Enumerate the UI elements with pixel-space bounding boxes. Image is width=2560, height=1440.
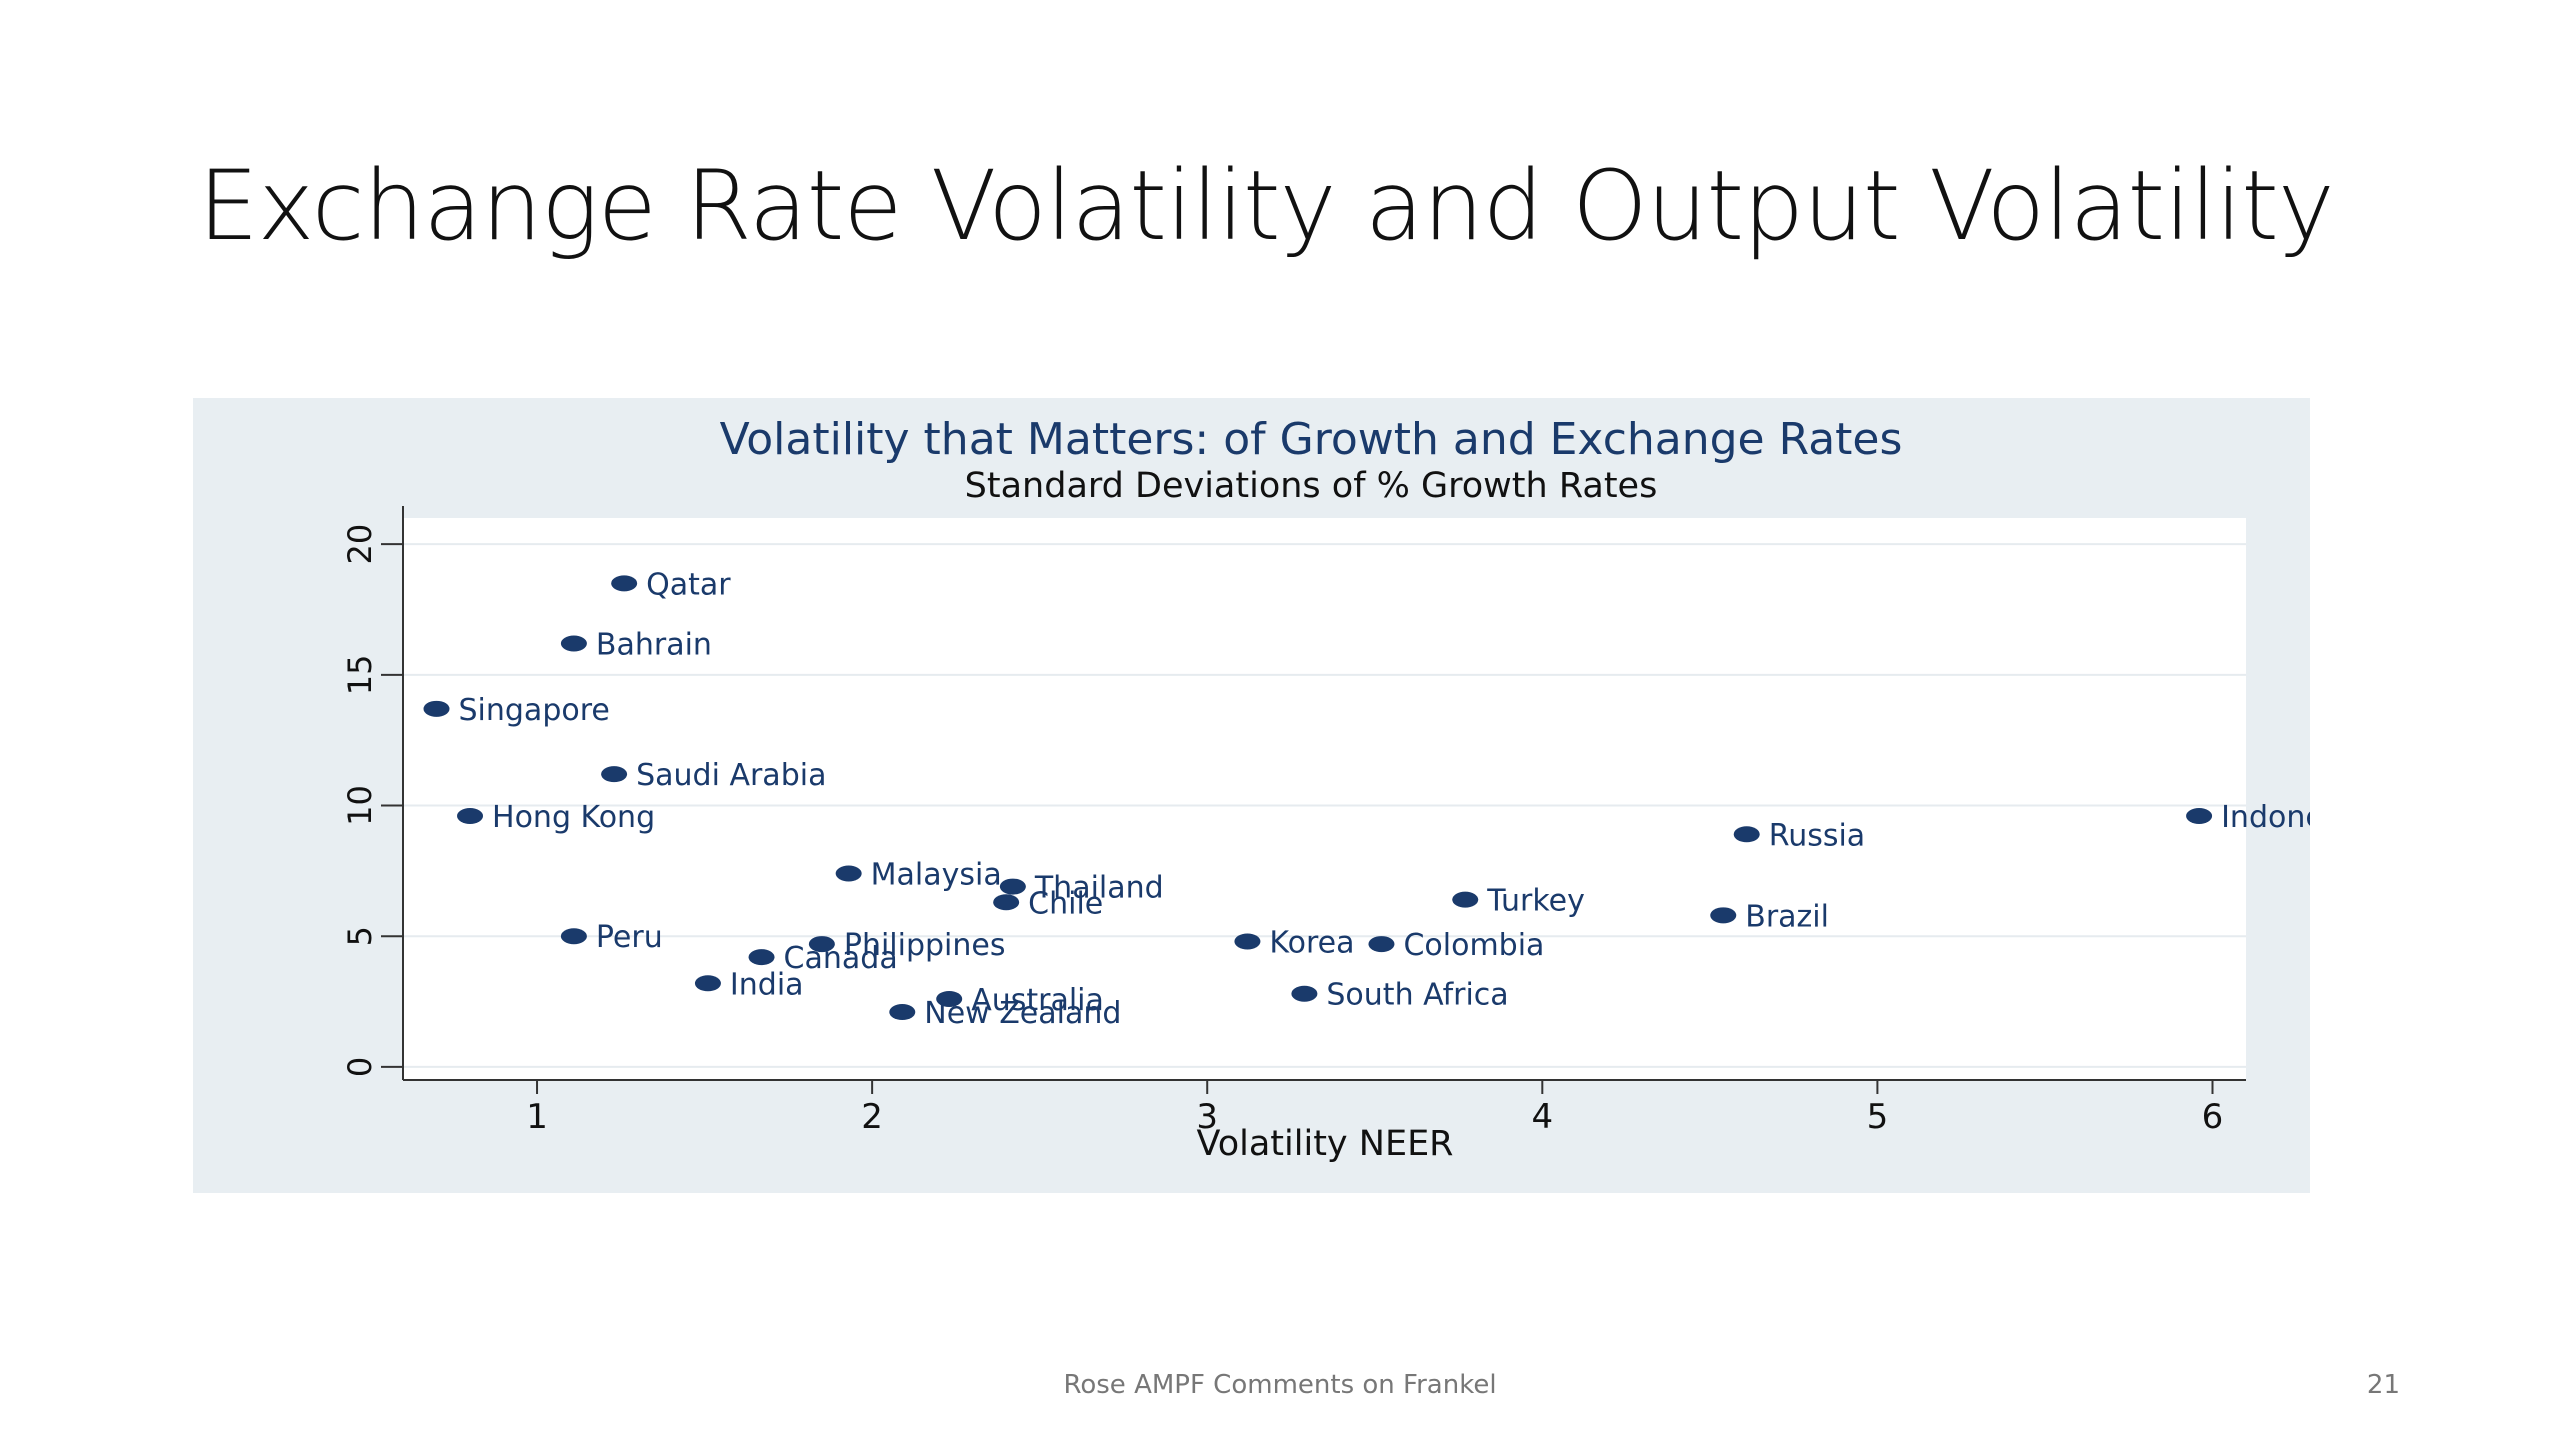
point-marker [611, 575, 638, 592]
point-marker [560, 928, 587, 945]
point-marker [1452, 891, 1479, 908]
y-tick-label: 5 [341, 926, 379, 946]
point-label: Philippines [844, 928, 1006, 963]
data-point-colombia: Colombia [1368, 928, 1544, 963]
y-tick-label: 20 [341, 524, 379, 565]
point-label: Australia [971, 983, 1104, 1018]
point-label: Malaysia [871, 857, 1002, 892]
point-marker [936, 990, 963, 1007]
slide-title: Exchange Rate Volatility and Output Vola… [198, 150, 2335, 262]
data-point-qatar: Qatar [611, 567, 731, 602]
point-marker [835, 865, 862, 882]
point-marker [560, 635, 587, 652]
slide-footer: Rose AMPF Comments on Frankel [1063, 1370, 1497, 1400]
axes: 0 5 10 15 20 1 2 3 4 5 6 [341, 506, 2246, 1137]
data-point-india: India [694, 967, 804, 1002]
point-label: Indonesia [2221, 800, 2310, 835]
data-point-malaysia: Malaysia [835, 857, 1002, 892]
y-tick-label: 0 [341, 1057, 379, 1077]
point-label: Chile [1028, 886, 1103, 921]
point-marker [999, 878, 1026, 895]
point-label: Bahrain [596, 627, 712, 662]
data-point-brazil: Brazil [1710, 899, 1829, 934]
data-point-korea: Korea [1234, 925, 1354, 960]
x-tick-label: 3 [1196, 1097, 1218, 1137]
point-marker [808, 936, 835, 953]
data-point-chile: Chile [993, 886, 1103, 921]
data-point-indonesia: Indonesia [2186, 800, 2310, 835]
scatter-chart: Volatility that Matters: of Growth and E… [341, 414, 2310, 1164]
x-axis-label: Volatility NEER [1197, 1124, 1454, 1164]
point-marker [1368, 936, 1395, 953]
x-tick-label: 1 [526, 1097, 548, 1137]
x-tick-label: 5 [1867, 1097, 1889, 1137]
point-label: India [730, 967, 804, 1002]
data-point-bahrain: Bahrain [560, 627, 712, 662]
data-point-hong-kong: Hong Kong [457, 800, 655, 835]
point-marker [601, 766, 628, 783]
data-point-philippines: Philippines [808, 928, 1006, 963]
point-marker [1733, 826, 1760, 843]
point-label: Colombia [1403, 928, 1544, 963]
data-point-south-africa: South Africa [1291, 978, 1509, 1013]
point-marker [1234, 933, 1261, 950]
x-tick-label: 4 [1531, 1097, 1553, 1137]
point-label: Brazil [1745, 899, 1829, 934]
point-marker [889, 1004, 916, 1021]
point-label: Russia [1769, 818, 1866, 853]
data-point-russia: Russia [1733, 818, 1866, 853]
point-marker [457, 807, 484, 824]
point-label: Qatar [646, 567, 731, 602]
point-marker [2186, 807, 2213, 824]
data-point-peru: Peru [560, 920, 663, 955]
data-point-turkey: Turkey [1452, 884, 1585, 919]
point-marker [1710, 907, 1737, 924]
point-marker [993, 894, 1020, 911]
y-tick-label: 15 [341, 654, 379, 695]
data-points: Qatar Bahrain Singapore Saudi Arabia Hong Ko… [423, 567, 2310, 1031]
point-label: South Africa [1326, 978, 1508, 1013]
chart-panel: Volatility that Matters: of Growth and E… [193, 398, 2310, 1193]
point-label: Peru [596, 920, 663, 955]
point-label: New Zealand [924, 996, 1121, 1031]
data-point-australia: Australia [936, 983, 1104, 1018]
point-marker [748, 949, 775, 966]
point-label: Hong Kong [492, 800, 655, 835]
data-point-singapore: Singapore [423, 693, 610, 728]
chart-subtitle: Standard Deviations of % Growth Rates [965, 466, 1658, 506]
data-point-canada: Canada [748, 941, 898, 976]
x-tick-label: 6 [2202, 1097, 2224, 1137]
data-point-thailand: Thailand [999, 871, 1164, 906]
point-marker [1291, 985, 1318, 1002]
page-number: 21 [2366, 1370, 2400, 1400]
point-label: Thailand [1034, 871, 1164, 906]
point-label: Canada [784, 941, 898, 976]
point-label: Saudi Arabia [636, 758, 826, 793]
chart-title: Volatility that Matters: of Growth and E… [720, 414, 1903, 465]
y-tick-label: 10 [341, 785, 379, 826]
x-tick-label: 2 [861, 1097, 883, 1137]
point-label: Turkey [1486, 884, 1585, 919]
data-point-new-zealand: New Zealand [889, 996, 1121, 1031]
data-point-saudi-arabia: Saudi Arabia [601, 758, 826, 793]
point-marker [694, 975, 721, 992]
grid-lines [403, 543, 2246, 1068]
point-marker [423, 700, 450, 717]
point-label: Singapore [459, 693, 610, 728]
point-label: Korea [1269, 925, 1354, 960]
